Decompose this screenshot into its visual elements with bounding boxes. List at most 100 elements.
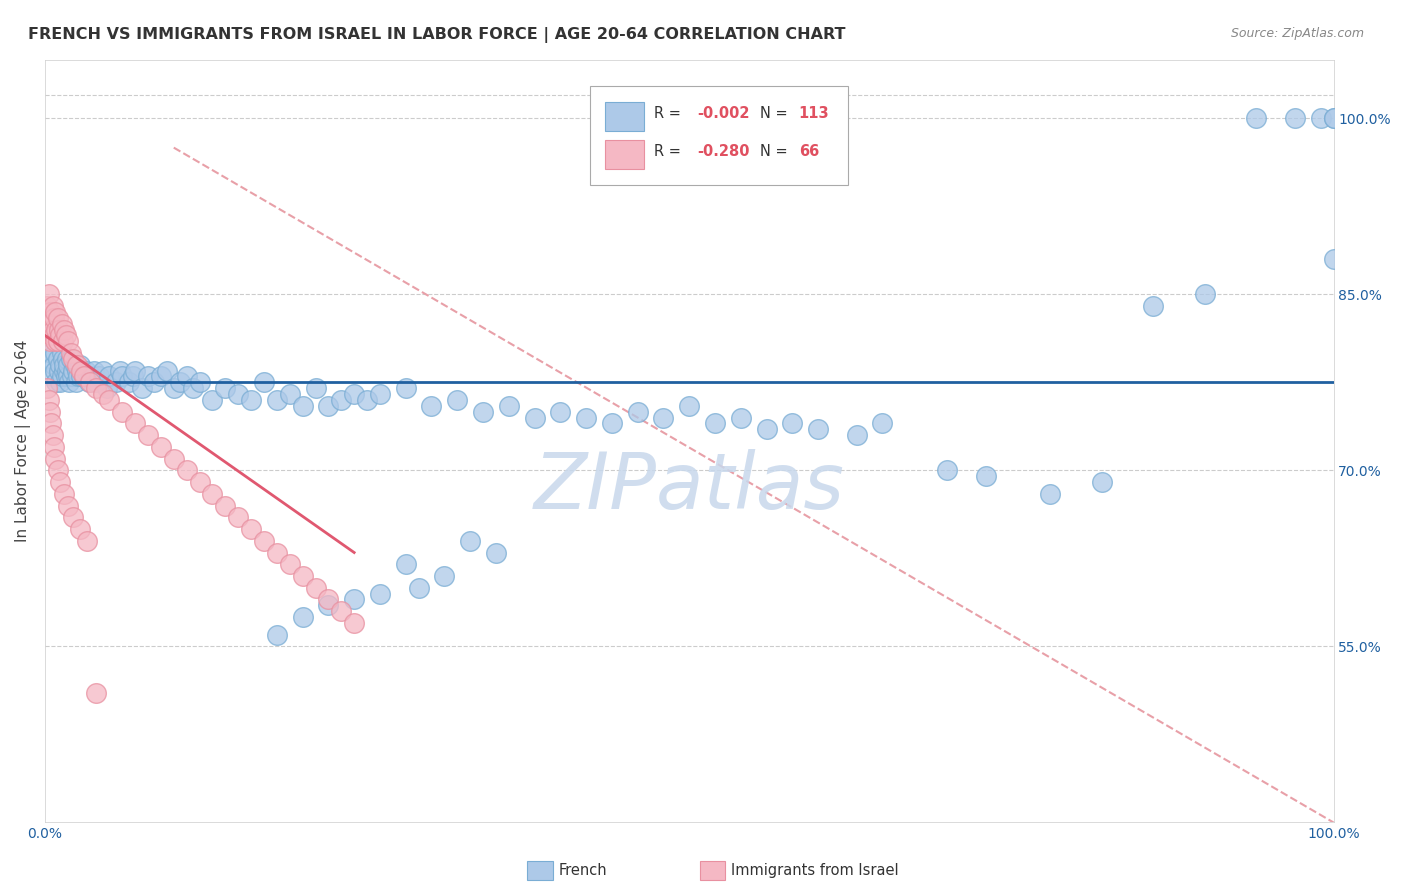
- Point: [156, 363, 179, 377]
- Point: [65, 376, 87, 390]
- Point: [627, 405, 650, 419]
- Point: [53, 358, 76, 372]
- Point: [291, 399, 314, 413]
- Point: [201, 392, 224, 407]
- Point: [49, 358, 72, 372]
- Point: [1142, 299, 1164, 313]
- Point: [163, 381, 186, 395]
- Point: [39, 334, 62, 349]
- Point: [66, 363, 89, 377]
- Point: [550, 405, 572, 419]
- Point: [872, 417, 894, 431]
- Point: [51, 317, 73, 331]
- Point: [44, 346, 66, 360]
- Point: [41, 428, 63, 442]
- Point: [41, 299, 63, 313]
- Point: [136, 428, 159, 442]
- Point: [37, 381, 59, 395]
- Point: [395, 558, 418, 572]
- Point: [523, 410, 546, 425]
- Point: [41, 369, 63, 384]
- Point: [226, 510, 249, 524]
- Point: [176, 369, 198, 384]
- Point: [53, 322, 76, 336]
- Point: [226, 387, 249, 401]
- Point: [1284, 112, 1306, 126]
- Point: [56, 358, 79, 372]
- Point: [188, 376, 211, 390]
- Point: [420, 399, 443, 413]
- Point: [46, 310, 69, 325]
- Point: [124, 363, 146, 377]
- Point: [1322, 112, 1344, 126]
- Point: [53, 363, 76, 377]
- Point: [83, 363, 105, 377]
- Point: [343, 615, 366, 630]
- Point: [46, 334, 69, 349]
- Point: [41, 351, 63, 366]
- Point: [136, 369, 159, 384]
- Text: -0.280: -0.280: [697, 144, 749, 159]
- Point: [408, 581, 430, 595]
- Point: [59, 351, 82, 366]
- Point: [66, 358, 89, 372]
- Point: [53, 487, 76, 501]
- Point: [46, 334, 69, 349]
- Point: [41, 322, 63, 336]
- Point: [39, 305, 62, 319]
- Point: [201, 487, 224, 501]
- Point: [49, 376, 72, 390]
- Point: [266, 392, 288, 407]
- Point: [149, 440, 172, 454]
- Point: [52, 334, 75, 349]
- Point: [67, 369, 90, 384]
- Point: [304, 581, 326, 595]
- Point: [169, 376, 191, 390]
- Point: [42, 358, 65, 372]
- Point: [1322, 112, 1344, 126]
- Point: [75, 363, 97, 377]
- Point: [266, 628, 288, 642]
- Point: [41, 417, 63, 431]
- Point: [845, 428, 868, 442]
- Point: [44, 451, 66, 466]
- Point: [240, 392, 263, 407]
- Point: [63, 358, 86, 372]
- Text: 66: 66: [799, 144, 818, 159]
- Point: [253, 533, 276, 548]
- Point: [55, 369, 77, 384]
- Point: [60, 369, 83, 384]
- Point: [214, 499, 236, 513]
- Point: [91, 387, 114, 401]
- FancyBboxPatch shape: [606, 140, 644, 169]
- Point: [176, 463, 198, 477]
- Point: [318, 592, 340, 607]
- Point: [46, 351, 69, 366]
- Point: [76, 533, 98, 548]
- Point: [79, 376, 101, 390]
- Point: [42, 440, 65, 454]
- Point: [149, 369, 172, 384]
- Text: R =: R =: [654, 105, 682, 120]
- Point: [730, 410, 752, 425]
- Point: [318, 399, 340, 413]
- Point: [458, 533, 481, 548]
- Point: [77, 376, 100, 390]
- Text: -0.002: -0.002: [697, 105, 749, 120]
- Point: [368, 387, 391, 401]
- Point: [98, 392, 121, 407]
- Point: [72, 369, 94, 384]
- Point: [96, 381, 118, 395]
- Point: [98, 369, 121, 384]
- Point: [38, 287, 60, 301]
- Point: [52, 351, 75, 366]
- Point: [330, 604, 353, 618]
- Text: R =: R =: [654, 144, 682, 159]
- Point: [118, 376, 141, 390]
- Point: [278, 558, 301, 572]
- Point: [44, 334, 66, 349]
- Point: [935, 463, 957, 477]
- Text: FRENCH VS IMMIGRANTS FROM ISRAEL IN LABOR FORCE | AGE 20-64 CORRELATION CHART: FRENCH VS IMMIGRANTS FROM ISRAEL IN LABO…: [28, 27, 845, 43]
- Point: [121, 369, 143, 384]
- Text: ZIPatlas: ZIPatlas: [534, 449, 845, 524]
